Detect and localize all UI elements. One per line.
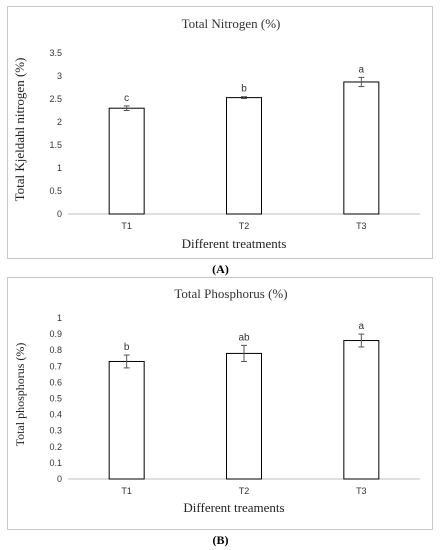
y-tick-label: 2.5: [49, 94, 62, 104]
y-tick-label: 0: [57, 474, 62, 484]
y-tick-label: 0.8: [49, 345, 62, 355]
significance-label: ab: [238, 332, 250, 343]
chart-title: Total Phosphorus (%): [174, 286, 287, 301]
bar-T1: [108, 360, 145, 480]
x-tick-label: T1: [121, 486, 132, 496]
x-tick-label: T2: [239, 486, 250, 496]
x-axis-title: Different treatments: [182, 236, 287, 251]
x-tick-label: T2: [239, 221, 250, 231]
y-tick-label: 3.5: [49, 48, 62, 58]
bar-T3: [343, 81, 380, 215]
significance-label: a: [359, 321, 365, 332]
phosphorus-chart: Total Phosphorus (%) 0 0.1 0.2 0.3 0.4 0.5 0.6 0…: [13, 286, 420, 515]
y-tick-label: 0.2: [49, 442, 62, 452]
y-tick-label: 1.5: [49, 140, 62, 150]
caption-a: (A): [212, 262, 229, 276]
y-tick-label: 0.1: [49, 458, 62, 468]
y-tick-label: 0.6: [49, 377, 62, 387]
nitrogen-chart: Total Nitrogen (%) 0 0.5 1 1.5 2 2.5 3 3.5 c T1 b T2…: [12, 16, 420, 251]
significance-label: b: [124, 342, 130, 353]
bar-T1: [108, 107, 145, 215]
significance-label: a: [359, 64, 365, 75]
y-tick-label: 0.5: [49, 394, 62, 404]
y-axis-title: Total Kjeldahl nitrogen (%): [12, 58, 27, 202]
x-tick-label: T3: [356, 486, 367, 496]
y-tick-label: 0.7: [49, 361, 62, 371]
bar-T3: [343, 340, 380, 480]
bar-T2: [226, 97, 262, 215]
y-tick-label: 0.5: [49, 186, 62, 196]
x-axis-title: Different treaments: [183, 500, 284, 515]
y-tick-label: 2: [57, 117, 62, 127]
chart-panel-phosphorus: Total Phosphorus (%) 0 0.1 0.2 0.3 0.4 0.5 0.6 0…: [7, 277, 433, 530]
y-tick-label: 0.3: [49, 426, 62, 436]
bar-T2: [226, 352, 262, 480]
x-tick-label: T3: [356, 221, 367, 231]
chart-title: Total Nitrogen (%): [182, 16, 281, 31]
chart-panel-nitrogen: Total Nitrogen (%) 0 0.5 1 1.5 2 2.5 3 3.5 c T1 b T2…: [7, 6, 433, 259]
significance-label: c: [124, 93, 129, 104]
significance-label: b: [241, 84, 247, 95]
y-tick-label: 0.9: [49, 329, 62, 339]
y-tick-label: 3: [57, 71, 62, 81]
y-tick-label: 0.4: [49, 410, 62, 420]
y-tick-label: 1: [57, 163, 62, 173]
caption-b: (B): [212, 533, 229, 547]
y-axis-title: Total phosphorus (%): [13, 343, 27, 447]
y-tick-label: 1: [57, 313, 62, 323]
x-tick-label: T1: [121, 221, 132, 231]
y-tick-label: 0: [57, 209, 62, 219]
